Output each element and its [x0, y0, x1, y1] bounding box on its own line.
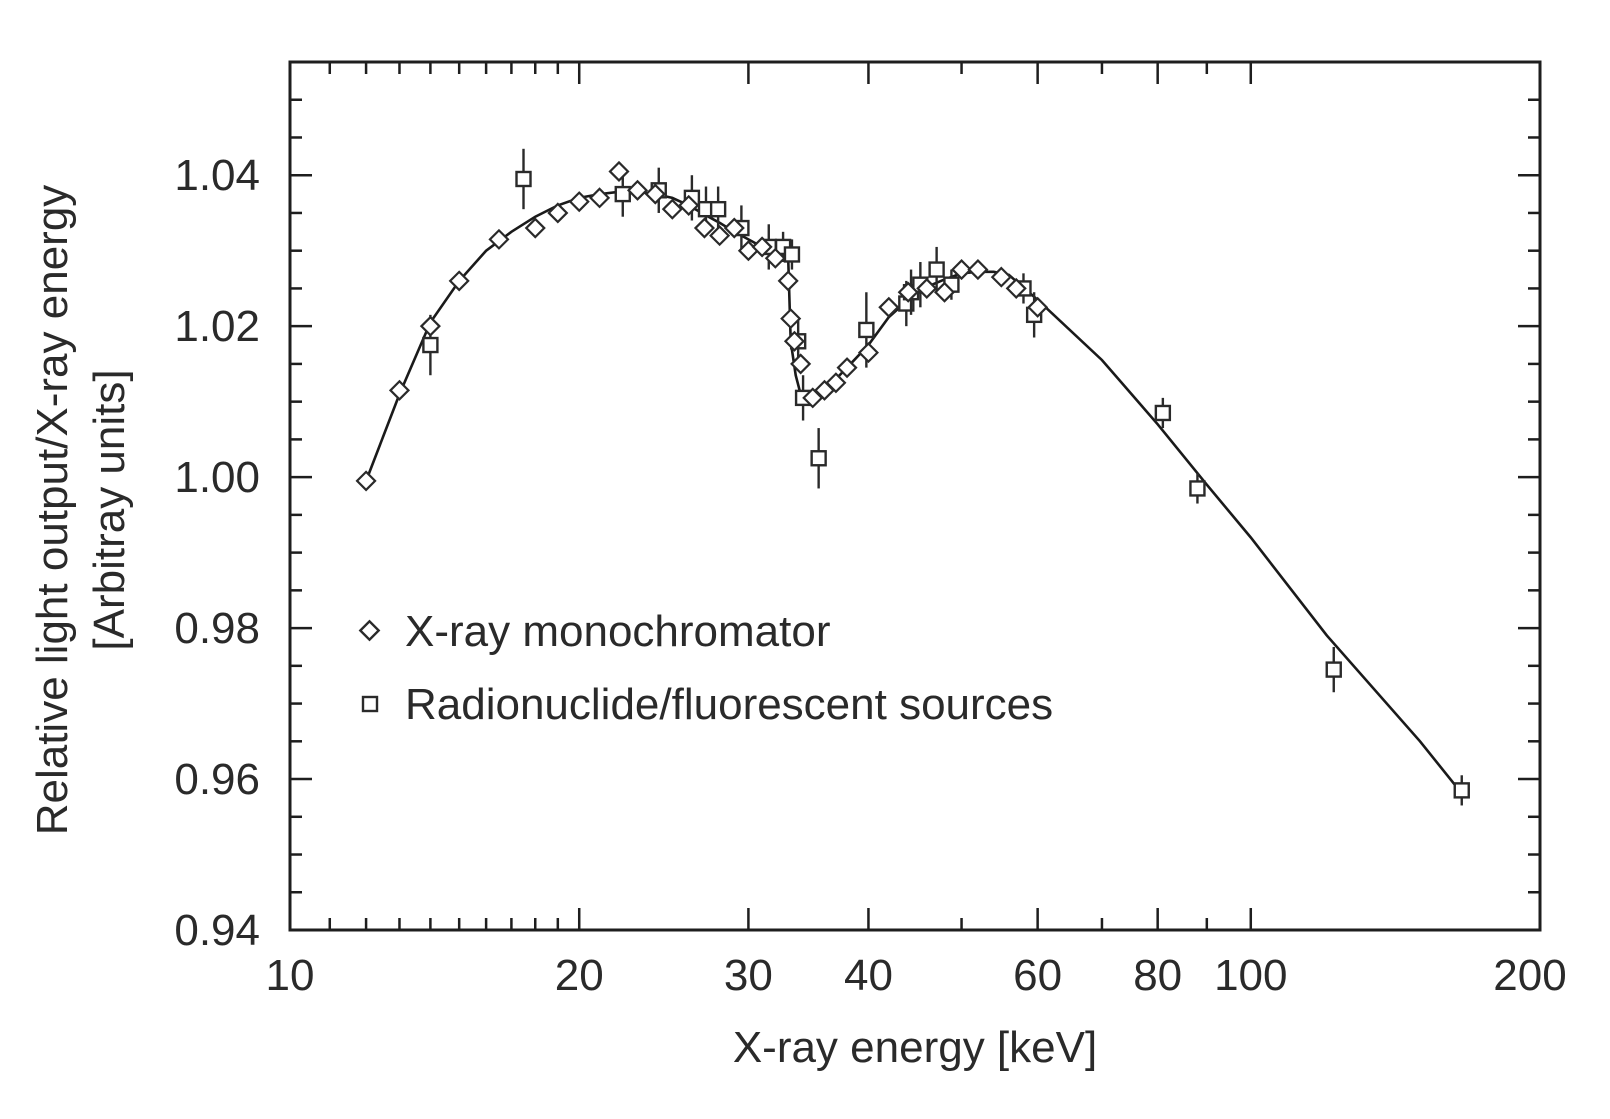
square-point	[1325, 661, 1342, 678]
square-point	[783, 246, 801, 263]
diamond-point	[857, 342, 880, 364]
square-point	[928, 261, 945, 278]
y-tick-label: 0.96	[174, 755, 260, 804]
y-axis-title-line-2: [Arbitray units]	[85, 369, 134, 650]
diamond-point	[524, 217, 546, 239]
square-point	[1189, 480, 1206, 497]
diamond-point	[678, 194, 700, 216]
diamond-point	[790, 353, 812, 375]
diamond-point	[897, 281, 919, 303]
diamond-point	[836, 357, 858, 379]
x-tick-label: 60	[1013, 951, 1062, 1000]
y-tick-label: 1.02	[174, 302, 260, 351]
diamond-point	[419, 315, 441, 337]
y-tick-label: 0.94	[174, 906, 260, 955]
x-tick-label: 30	[724, 951, 773, 1000]
square-point	[858, 321, 875, 339]
diamond-point	[709, 225, 731, 247]
diamond-point	[933, 281, 956, 303]
diamond-point	[950, 259, 973, 281]
diamond-point	[626, 179, 649, 201]
ticks-layer	[288, 60, 1542, 932]
y-tick-label: 0.98	[174, 604, 260, 653]
points-layer	[355, 148, 1470, 806]
x-tick-label: 100	[1214, 951, 1287, 1000]
diamond-point	[825, 372, 847, 394]
x-axis-title: X-ray energy [keV]	[733, 1023, 1097, 1072]
diamond-point	[780, 308, 802, 330]
square-point	[810, 450, 827, 467]
square-point	[614, 185, 631, 203]
diamond-point	[608, 160, 630, 182]
legend-diamond-marker	[358, 619, 381, 642]
plot-frame	[288, 60, 1542, 932]
diamond-point	[990, 266, 1012, 288]
diamond-point	[388, 379, 411, 401]
diamond-point	[723, 217, 745, 239]
legend-label-monochromator: X-ray monochromator	[405, 607, 830, 656]
y-axis-title-line-1: Relative light output/X-ray energy	[28, 185, 77, 836]
diamond-point	[589, 187, 611, 209]
diamond-point	[448, 270, 470, 292]
square-point	[709, 200, 727, 218]
y-tick-label: 1.00	[174, 453, 260, 502]
diamond-point	[644, 183, 666, 205]
y-tick-label: 1.04	[174, 151, 260, 200]
square-point	[422, 336, 439, 354]
diamond-point	[1005, 277, 1027, 299]
diamond-point	[568, 191, 590, 213]
diamond-point	[693, 217, 715, 239]
diamond-point	[547, 202, 569, 224]
diamond-point	[488, 228, 510, 250]
diamond-point	[751, 236, 773, 258]
x-tick-label: 20	[555, 951, 604, 1000]
diamond-point	[916, 277, 938, 299]
diamond-point	[967, 259, 989, 281]
square-point	[1453, 782, 1470, 799]
legend-square-marker	[361, 695, 379, 713]
diamond-point	[1027, 296, 1049, 318]
legend: X-ray monochromator Radionuclide/fluores…	[358, 607, 1053, 729]
diamond-point	[783, 330, 806, 352]
x-tick-label: 10	[266, 951, 315, 1000]
diamond-point	[764, 247, 786, 269]
square-point	[1154, 404, 1172, 422]
labels-layer: 0.94 0.96 0.98 1.00 1.02 1.04 10 20 30 40 60 80 100 2…	[174, 151, 1566, 1000]
diamond-point	[878, 296, 900, 318]
legend-label-radionuclide: Radionuclide/fluorescent sources	[405, 680, 1053, 729]
x-tick-label: 40	[844, 951, 893, 1000]
square-point	[515, 170, 532, 188]
x-tick-label: 80	[1133, 951, 1182, 1000]
diamond-point	[661, 198, 683, 220]
diamond-point	[777, 270, 799, 292]
diamond-point	[355, 470, 377, 492]
x-tick-label: 200	[1493, 951, 1566, 1000]
